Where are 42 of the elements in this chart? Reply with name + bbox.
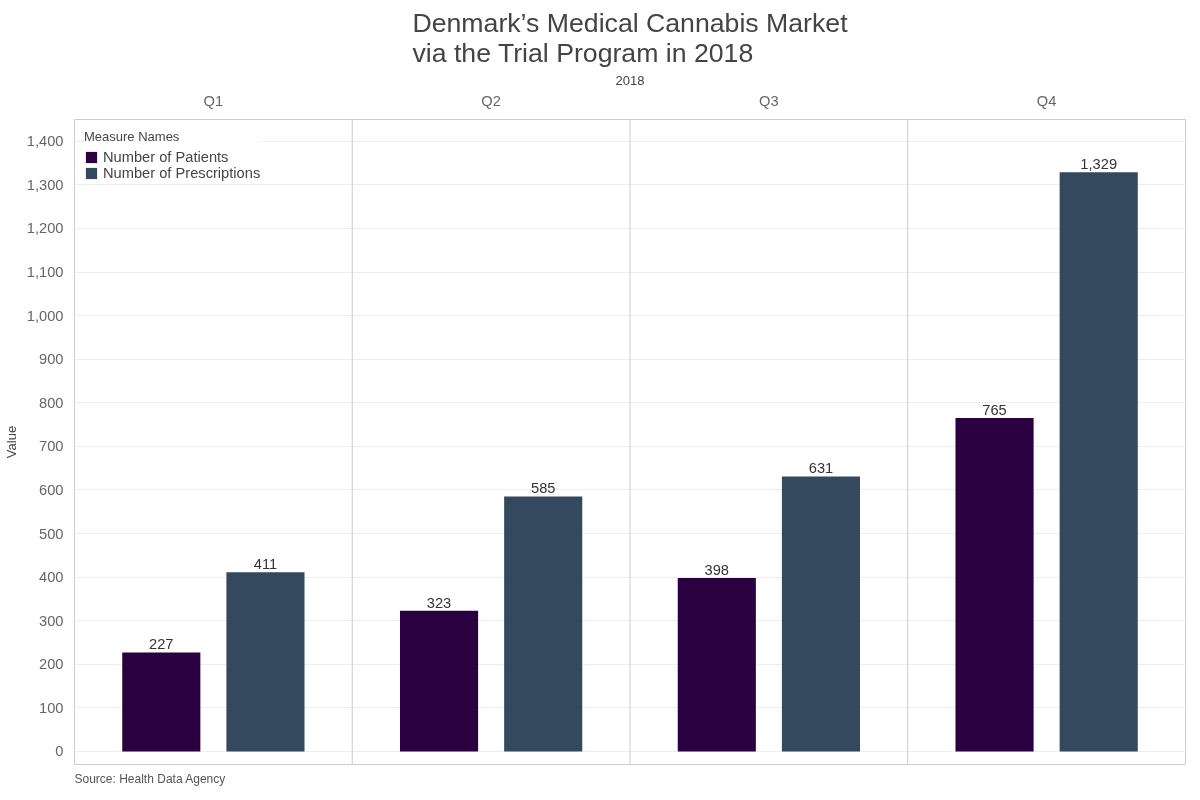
bar xyxy=(781,476,861,752)
y-tick-label: 300 xyxy=(39,612,64,629)
y-tick-label: 0 xyxy=(55,743,64,760)
data-label: 411 xyxy=(253,556,278,573)
legend-label: Number of Patients xyxy=(103,149,229,165)
x-tick-label: Q2 xyxy=(481,92,501,109)
x-tick-label: Q4 xyxy=(1036,92,1057,109)
y-tick-label: 1,200 xyxy=(26,220,64,237)
data-label: 323 xyxy=(426,594,452,611)
y-tick-label: 1,300 xyxy=(26,176,64,193)
y-tick-label: 200 xyxy=(39,656,64,673)
bar xyxy=(955,418,1034,752)
data-label: 585 xyxy=(530,480,556,497)
y-tick-label: 1,100 xyxy=(26,264,64,281)
data-label: 227 xyxy=(149,636,174,653)
bar xyxy=(1059,172,1138,752)
legend-title: Measure Names xyxy=(84,129,181,144)
bar xyxy=(226,572,305,752)
y-tick-label: 400 xyxy=(39,569,64,586)
y-tick-label: 900 xyxy=(39,351,64,368)
bar xyxy=(399,610,479,752)
bar xyxy=(504,496,583,752)
y-tick-label: 600 xyxy=(39,481,64,498)
y-tick-label: 800 xyxy=(39,394,64,411)
x-tick-label: Q3 xyxy=(759,92,779,109)
y-tick-label: 700 xyxy=(39,438,64,455)
bar xyxy=(122,652,201,752)
x-tick-label: Q1 xyxy=(203,92,224,109)
y-tick-label: 1,400 xyxy=(26,133,64,150)
y-tick-label: 1,000 xyxy=(26,307,64,324)
chart-title: Denmark’s Medical Cannabis Market via the Trial Program in 2018 xyxy=(412,7,849,68)
y-tick-label: 100 xyxy=(39,699,64,716)
data-label: 398 xyxy=(704,561,730,578)
legend-label: Number of Prescriptions xyxy=(103,165,261,181)
data-label: 765 xyxy=(982,402,1007,419)
source-note: Source: Health Data Agency xyxy=(74,771,226,786)
y-tick-label: 500 xyxy=(39,525,64,542)
data-label: 1,329 xyxy=(1080,156,1118,173)
x-axis-title: 2018 xyxy=(615,72,645,88)
bar xyxy=(677,577,756,752)
y-axis-title: Value xyxy=(3,425,19,459)
data-label: 631 xyxy=(808,460,834,477)
